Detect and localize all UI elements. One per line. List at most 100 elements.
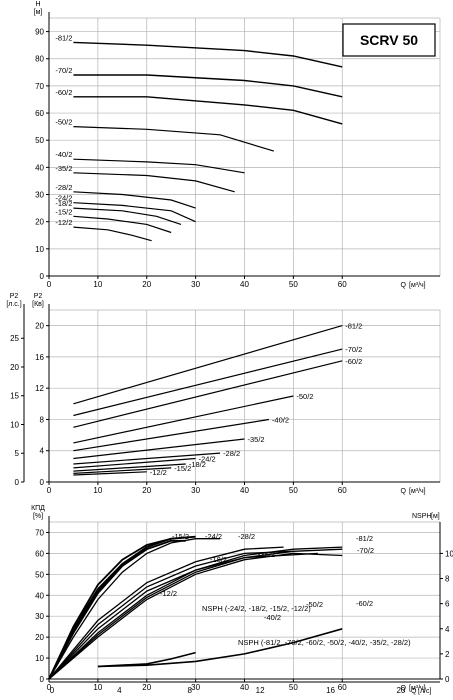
grid: [49, 17, 441, 276]
nsph-tick-label: 2: [445, 650, 450, 659]
x-tick-label: 50: [289, 486, 298, 495]
y-tick-label: 10: [35, 654, 44, 663]
x-tick-label: 60: [338, 280, 347, 289]
y2-axis-unit: [л.с.]: [6, 301, 21, 308]
y-tick-label: 16: [35, 353, 44, 362]
efficiency-curve-label: -15/2: [172, 532, 189, 541]
x-tick-label: 60: [338, 683, 347, 692]
head-curve: [73, 202, 196, 223]
y2-axis: [21, 304, 25, 483]
x-tick-label: 0: [47, 486, 52, 495]
nsph-tick-label: 4: [445, 625, 450, 634]
head-curve-label: -24/2: [55, 194, 72, 203]
x-tick-label: 0: [47, 280, 52, 289]
efficiency-curve: [48, 552, 343, 680]
power-curve-label: -50/2: [296, 392, 313, 401]
q-ls-tick-label: 20: [396, 686, 405, 695]
x-tick-label: 20: [142, 683, 151, 692]
power-curve-label: -70/2: [345, 345, 362, 354]
power-curve-label: -35/2: [248, 435, 265, 444]
y2-tick-label: 0: [15, 478, 20, 487]
head-curve-label: -40/2: [55, 150, 72, 159]
x-axis-unit: [м³/ч]: [409, 282, 426, 289]
y-tick-label: 70: [35, 82, 44, 91]
y2-tick-label: 20: [10, 363, 19, 372]
power-curve: [73, 463, 186, 472]
x-tick-label: 10: [93, 683, 102, 692]
head-curve: [73, 96, 343, 125]
efficiency-curve: [48, 546, 284, 680]
y2-tick-label: 10: [10, 420, 19, 429]
nsph-tick-label: 6: [445, 600, 450, 609]
x-tick-label: 40: [240, 486, 249, 495]
power-curve-label: -81/2: [345, 322, 362, 331]
head-curve: [73, 191, 196, 209]
nsph-tick-label: 0: [445, 675, 450, 684]
efficiency-curve-label: -60/2: [356, 599, 373, 608]
head-curve-label: -12/2: [55, 218, 72, 227]
x-tick-label: 10: [93, 486, 102, 495]
nsph-curve-label: NSPH (-81/2, -70/2, -60/2, -50/2, -40/2,…: [238, 638, 411, 647]
x-tick-label: 50: [289, 280, 298, 289]
q-ls-tick-label: 0: [50, 686, 55, 695]
head-curve-label: -35/2: [55, 164, 72, 173]
q-ls-tick-label: 16: [326, 686, 335, 695]
x-axis-unit: [м³/ч]: [409, 488, 426, 495]
y-tick-label: 10: [35, 245, 44, 254]
y-tick-label: 40: [35, 591, 44, 600]
power-curve: [73, 348, 343, 417]
y-tick-label: 0: [40, 478, 45, 487]
efficiency-curve: [48, 552, 318, 680]
q-ls-axis-unit: [л/с]: [418, 688, 431, 695]
x-tick-label: 50: [289, 683, 298, 692]
power-curve: [73, 471, 147, 476]
y-tick-label: 30: [35, 612, 44, 621]
x-tick-label: 40: [240, 683, 249, 692]
power-curve-label: -24/2: [199, 455, 216, 464]
efficiency-curve: [48, 548, 343, 680]
head-chart-panel: 0 10 20 30 40 50 60 0 10 20 30 40 50 60 70 80 90 H[м] Q [м³…: [34, 1, 441, 289]
y-tick-label: 20: [35, 218, 44, 227]
x-axis-unit: [м³/ч]: [409, 685, 426, 692]
x-axis-label: Q: [401, 488, 407, 495]
q-ls-tick-label: 4: [117, 686, 122, 695]
head-curve-label: -60/2: [55, 88, 72, 97]
model-title: SCRV 50: [360, 32, 418, 48]
x-axis-label: Q: [401, 685, 407, 692]
y-tick-label: 8: [40, 415, 45, 424]
efficiency-curve: [48, 535, 196, 680]
q-ls-axis-label: Q: [411, 688, 417, 695]
y-tick-label: 60: [35, 549, 44, 558]
power-curve-label: -18/2: [189, 460, 206, 469]
y2-axis-label: P2: [10, 293, 19, 300]
nsph-axis-label: NSPH: [412, 513, 431, 520]
efficiency-curve: [48, 550, 294, 680]
grid: [49, 521, 441, 679]
head-curve-label: -70/2: [55, 66, 72, 75]
y-axis-label: P2: [34, 293, 43, 300]
nsph-axis-unit: [м]: [431, 513, 440, 520]
y-axis-label: H: [35, 1, 40, 8]
q-ls-tick-label: 8: [188, 686, 193, 695]
y-tick-label: 4: [40, 447, 45, 456]
power-curve-label: -15/2: [174, 464, 191, 473]
y-tick-label: 60: [35, 109, 44, 118]
power-curve-label: -40/2: [272, 415, 289, 424]
y-tick-label: 50: [35, 570, 44, 579]
power-curve: [73, 418, 269, 452]
y2-tick-label: 25: [10, 334, 19, 343]
x-tick-label: 20: [142, 486, 151, 495]
grid: [49, 309, 441, 482]
head-curve: [73, 215, 172, 234]
x-tick-label: 40: [240, 280, 249, 289]
y-axis-unit: [%]: [33, 513, 43, 520]
head-curve: [73, 158, 245, 174]
efficiency-curve-label: -70/2: [357, 546, 374, 555]
y-tick-label: 40: [35, 163, 44, 172]
y2-tick-label: 15: [10, 392, 19, 401]
axes: [46, 516, 440, 682]
y-tick-label: 50: [35, 136, 44, 145]
head-curve-label: -81/2: [55, 33, 72, 42]
